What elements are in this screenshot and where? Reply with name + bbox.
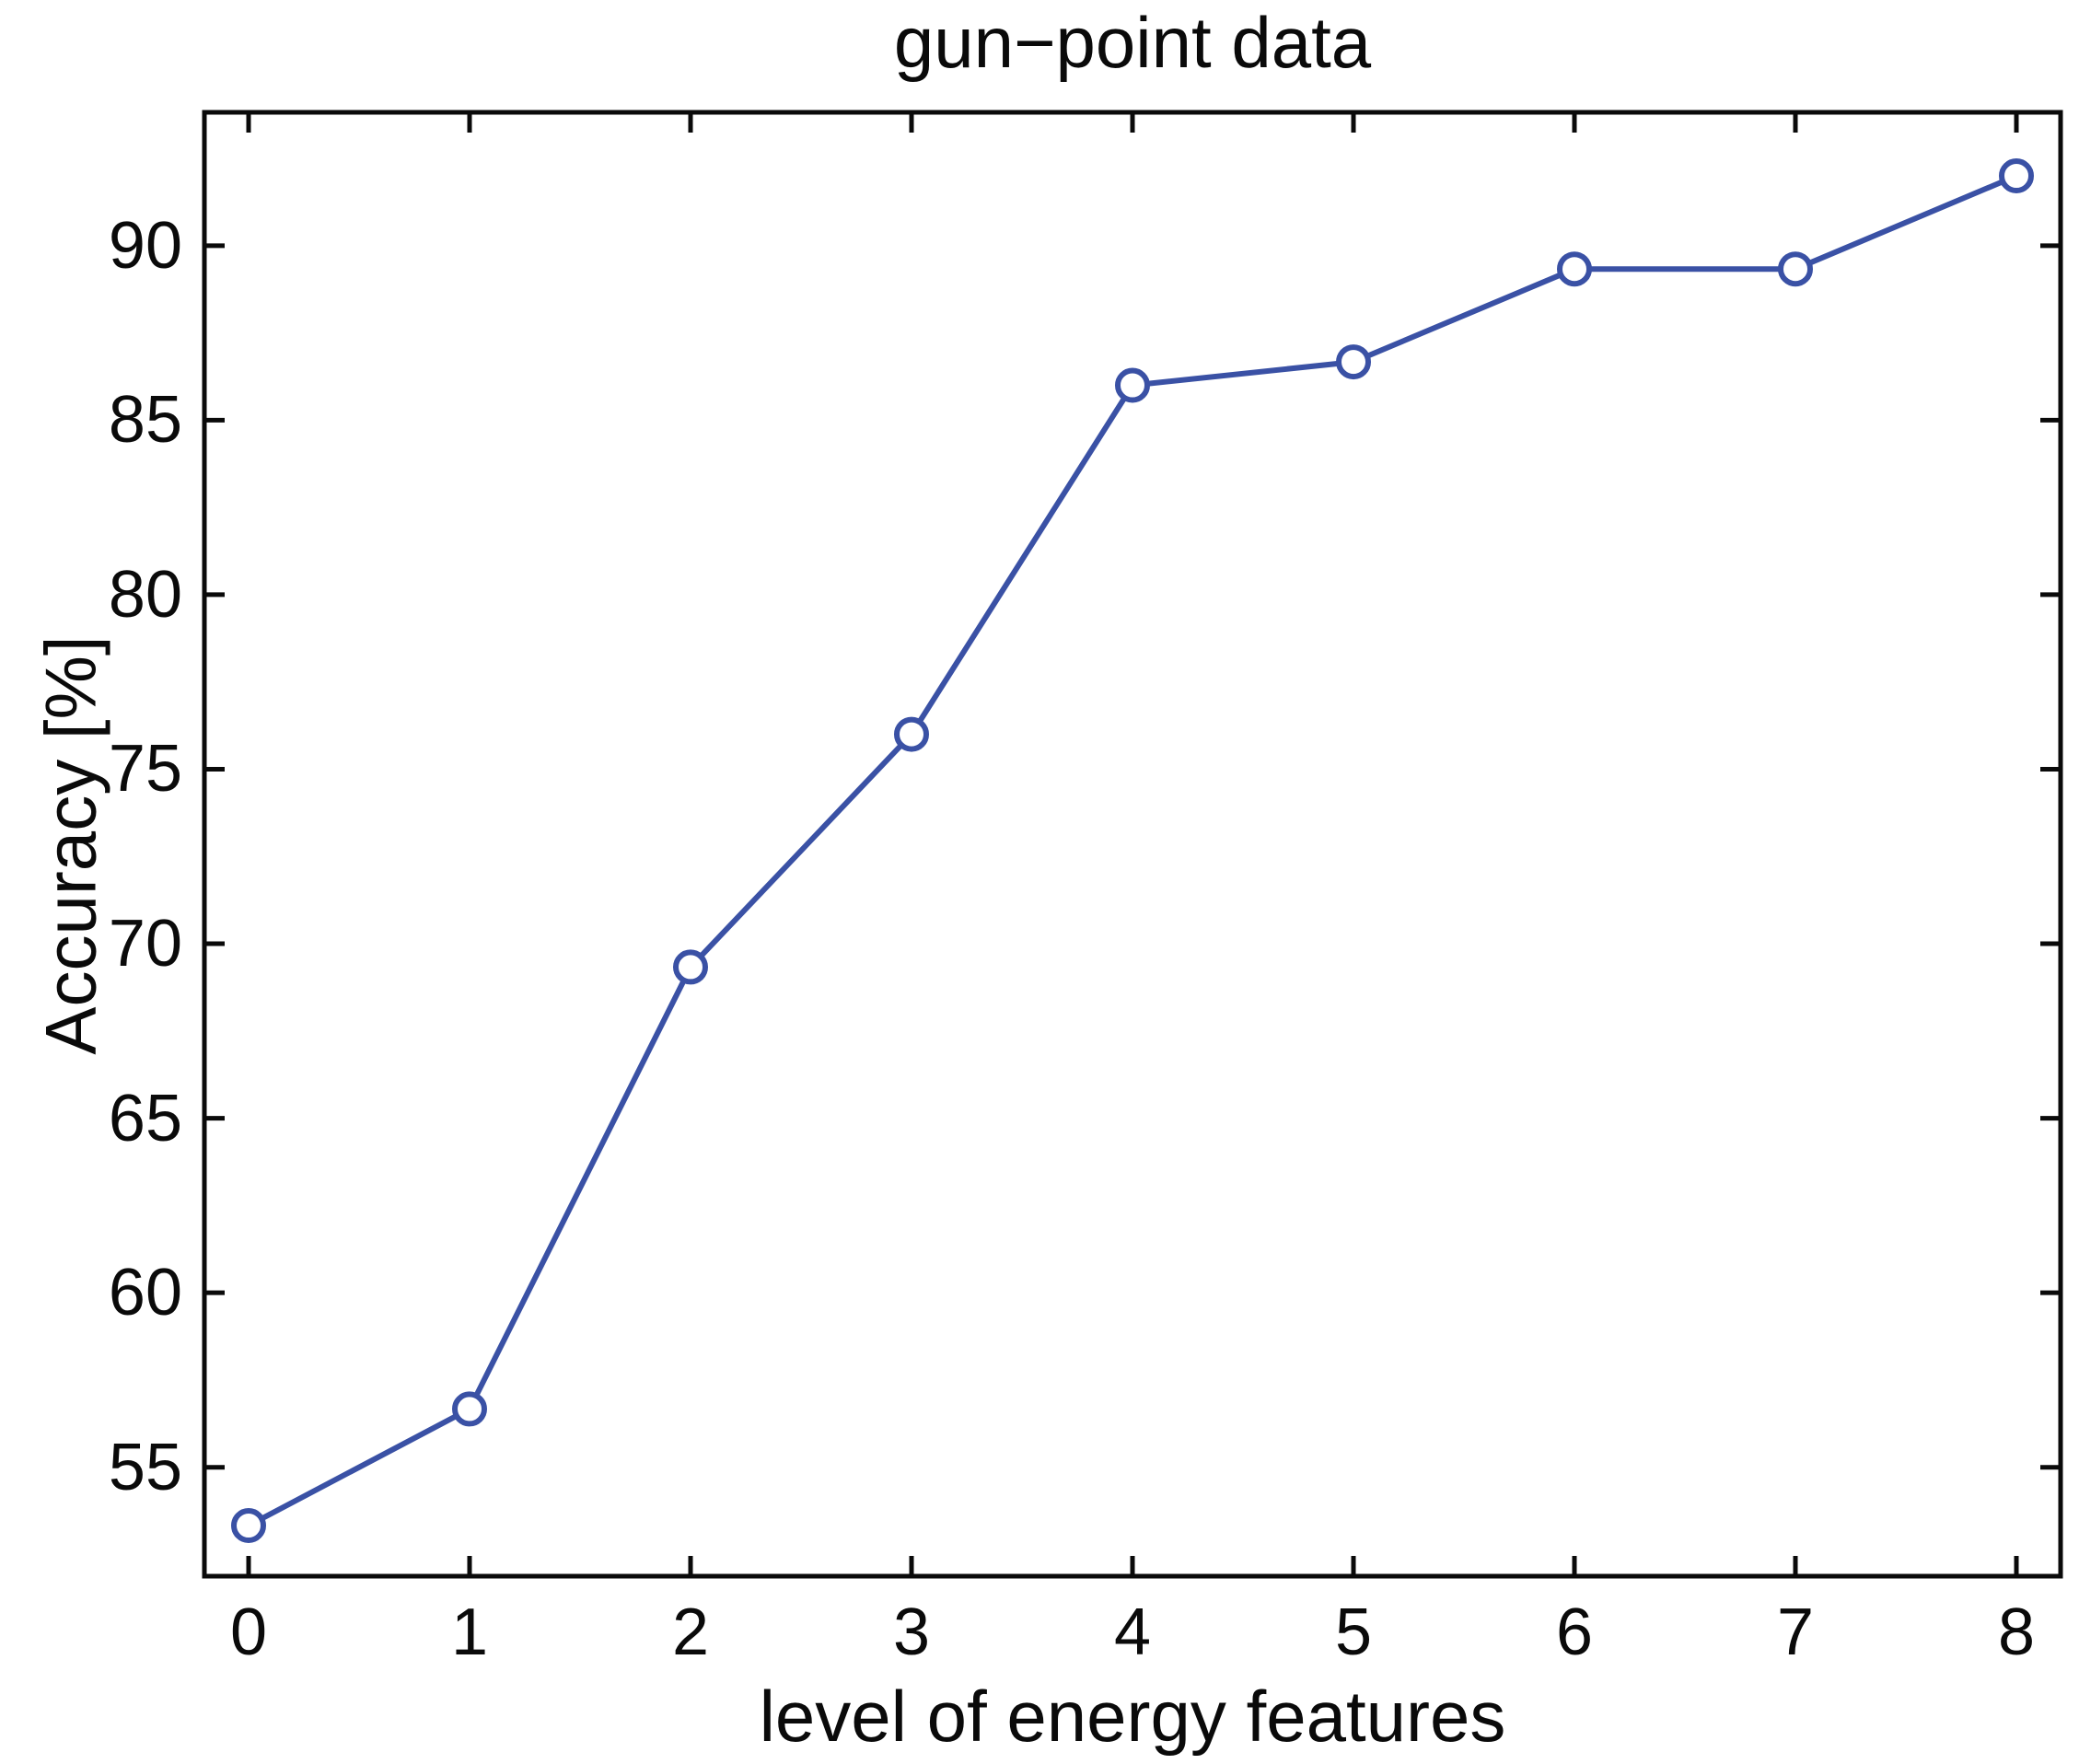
data-point-marker (1336, 344, 1371, 380)
x-axis-label: level of energy features (759, 1675, 1506, 1757)
y-tick-label: 55 (108, 1430, 182, 1504)
y-tick-label: 75 (108, 732, 182, 807)
data-point-marker (1778, 251, 1813, 287)
data-point-marker (1999, 158, 2034, 193)
x-tick-label: 1 (450, 1596, 489, 1669)
data-point-marker (673, 949, 708, 985)
plot-frame (202, 110, 2063, 1579)
data-point-marker (894, 716, 929, 752)
x-tick-label: 8 (1997, 1596, 2036, 1669)
x-tick-label: 7 (1776, 1596, 1815, 1669)
axis-ticks (204, 112, 2061, 1576)
x-tick-label: 2 (671, 1596, 710, 1669)
x-tick-label: 4 (1113, 1596, 1152, 1669)
data-point-marker (1557, 251, 1592, 287)
y-tick-label: 65 (108, 1081, 182, 1155)
data-point-marker (1115, 367, 1150, 403)
x-tick-label: 0 (229, 1596, 268, 1669)
y-tick-label: 60 (108, 1256, 182, 1330)
data-point-marker (231, 1508, 266, 1543)
x-tick-label: 3 (892, 1596, 931, 1669)
chart-title: gun−point data (893, 1, 1372, 83)
y-axis-label: Accuracy [%] (29, 635, 111, 1055)
y-tick-label: 70 (108, 907, 182, 981)
data-series (231, 158, 2034, 1543)
x-tick-label: 6 (1555, 1596, 1594, 1669)
data-point-marker (452, 1391, 487, 1427)
axes-box (202, 110, 2063, 1579)
y-tick-label: 80 (108, 557, 182, 632)
y-tick-label: 90 (108, 208, 182, 283)
y-tick-label: 85 (108, 383, 182, 458)
x-tick-label: 5 (1334, 1596, 1373, 1669)
